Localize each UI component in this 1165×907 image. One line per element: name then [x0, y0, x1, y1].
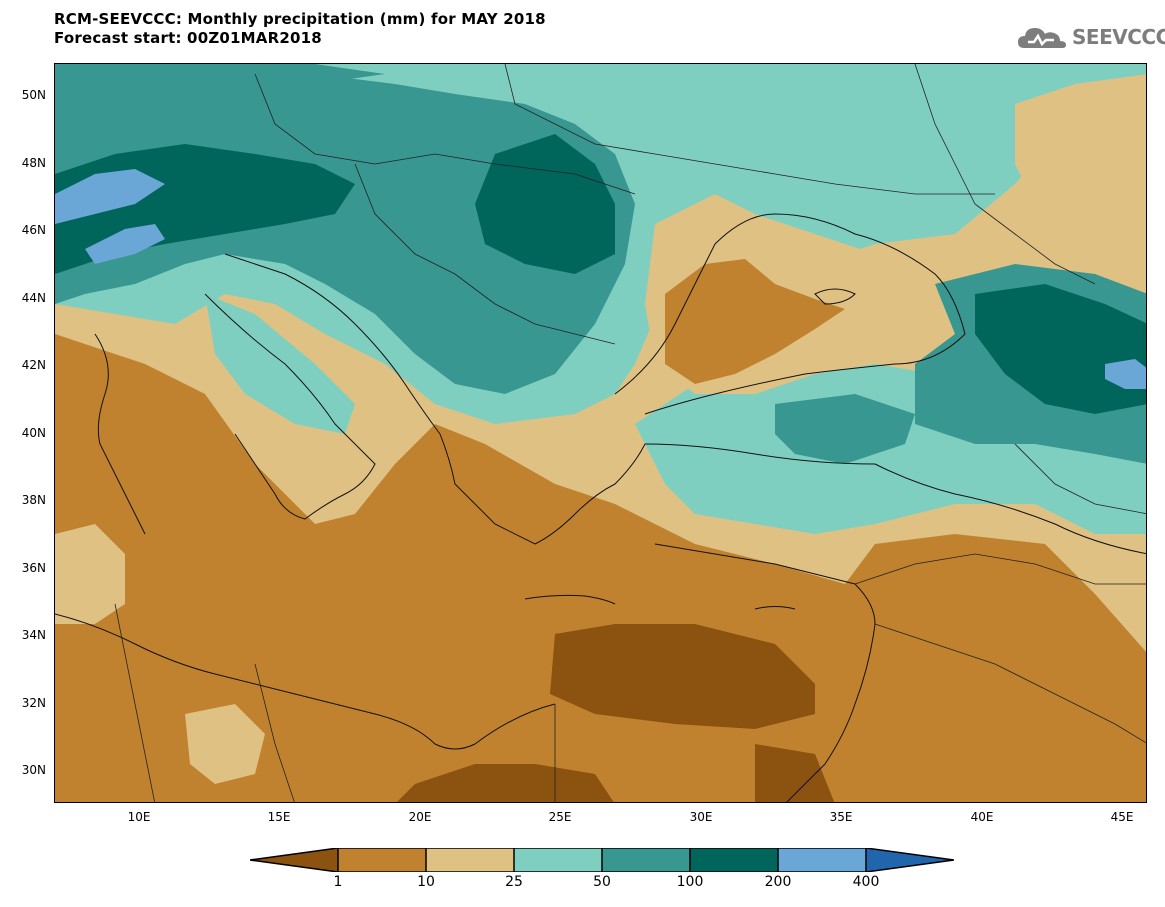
border-caucasus — [1014, 443, 1146, 515]
country-borders — [114, 64, 1146, 802]
north-africa-coast — [55, 613, 556, 750]
lon-label-45e: 45E — [1110, 810, 1134, 824]
lat-label-42n: 42N — [21, 358, 46, 372]
tan-patch-sardinia — [55, 524, 125, 624]
colorbar-label-1: 1 — [333, 874, 343, 890]
lat-label-40n: 40N — [21, 426, 46, 440]
colorbar-label-200: 200 — [764, 874, 792, 890]
colorbar-seg-50-100 — [602, 848, 690, 872]
cloud-icon — [1018, 28, 1066, 48]
adriatic-east-coast — [224, 253, 456, 485]
cyprus-coast — [754, 606, 796, 610]
colorbar — [250, 848, 954, 872]
map-canvas — [55, 64, 1146, 802]
logo-text: SEEVCCC — [1072, 25, 1165, 49]
coastlines — [55, 213, 1146, 802]
colorbar-outline — [250, 848, 954, 872]
lon-label-40e: 40E — [970, 810, 994, 824]
anatolia-north-coast — [644, 443, 1146, 555]
sardinia-corsica-coast — [94, 333, 146, 535]
levant-coast — [654, 543, 876, 802]
border-russia — [914, 64, 1096, 285]
colorbar-seg-25-50 — [514, 848, 602, 872]
very-dry-sinai — [755, 744, 835, 802]
lat-label-44n: 44N — [21, 291, 46, 305]
colorbar-seg-1-10 — [338, 848, 426, 872]
lon-label-25e: 25E — [548, 810, 572, 824]
seevccc-logo: SEEVCCC — [1016, 22, 1165, 54]
lat-label-38n: 38N — [21, 493, 46, 507]
colorbar-seg-lt1 — [250, 848, 338, 872]
blue-caucasus — [1105, 359, 1146, 389]
colorbar-seg-200-400 — [778, 848, 866, 872]
border-eastern-europe — [504, 64, 995, 195]
border-iraq — [874, 623, 1146, 744]
border-syria-turkey — [854, 553, 1146, 585]
colorbar-label-100: 100 — [676, 874, 704, 890]
greece-coast — [454, 443, 646, 545]
lat-label-50n: 50N — [21, 88, 46, 102]
colorbar-label-400: 400 — [852, 874, 880, 890]
colorbar-label-50: 50 — [593, 874, 611, 890]
colorbar-seg-10-25 — [426, 848, 514, 872]
medium-teal-north-strip — [55, 64, 385, 144]
border-central-europe — [254, 73, 636, 195]
lon-label-10e: 10E — [127, 810, 151, 824]
lon-label-20e: 20E — [408, 810, 432, 824]
border-tunisia-libya — [254, 663, 295, 802]
tan-east-zone — [1015, 74, 1146, 234]
colorbar-seg-100-200 — [690, 848, 778, 872]
lat-label-36n: 36N — [21, 561, 46, 575]
title-block: RCM-SEEVCCC: Monthly precipitation (mm) … — [54, 10, 546, 48]
italy-coast — [204, 293, 376, 520]
border-balkans — [354, 163, 616, 345]
lon-label-15e: 15E — [267, 810, 291, 824]
colorbar-label-25: 25 — [505, 874, 523, 890]
colorbar-seg-gt400 — [866, 848, 954, 872]
blue-alps-south — [85, 224, 165, 264]
lat-label-48n: 48N — [21, 156, 46, 170]
precipitation-map — [54, 63, 1147, 803]
blue-alps-west — [55, 169, 165, 224]
colorbar-label-10: 10 — [417, 874, 435, 890]
black-sea-dry-core — [665, 259, 845, 384]
lon-label-35e: 35E — [829, 810, 853, 824]
lon-label-30e: 30E — [689, 810, 713, 824]
lat-label-32n: 32N — [21, 696, 46, 710]
map-title: RCM-SEEVCCC: Monthly precipitation (mm) … — [54, 10, 546, 28]
very-dry-libya-egypt — [550, 624, 815, 729]
forecast-start: Forecast start: 00Z01MAR2018 — [54, 29, 322, 47]
crimea-coast — [814, 288, 856, 305]
border-algeria-tunisia — [114, 603, 156, 802]
lat-label-46n: 46N — [21, 223, 46, 237]
black-sea-coast — [614, 213, 966, 415]
crete-coast — [524, 594, 616, 605]
tan-patch-libya — [185, 704, 265, 784]
lat-label-34n: 34N — [21, 628, 46, 642]
dark-teal-carpathians — [475, 134, 615, 274]
very-dry-south — [397, 764, 614, 802]
medium-teal-anatolia-patch — [775, 394, 915, 464]
dark-teal-caucasus — [975, 284, 1146, 414]
lat-label-30n: 30N — [21, 763, 46, 777]
